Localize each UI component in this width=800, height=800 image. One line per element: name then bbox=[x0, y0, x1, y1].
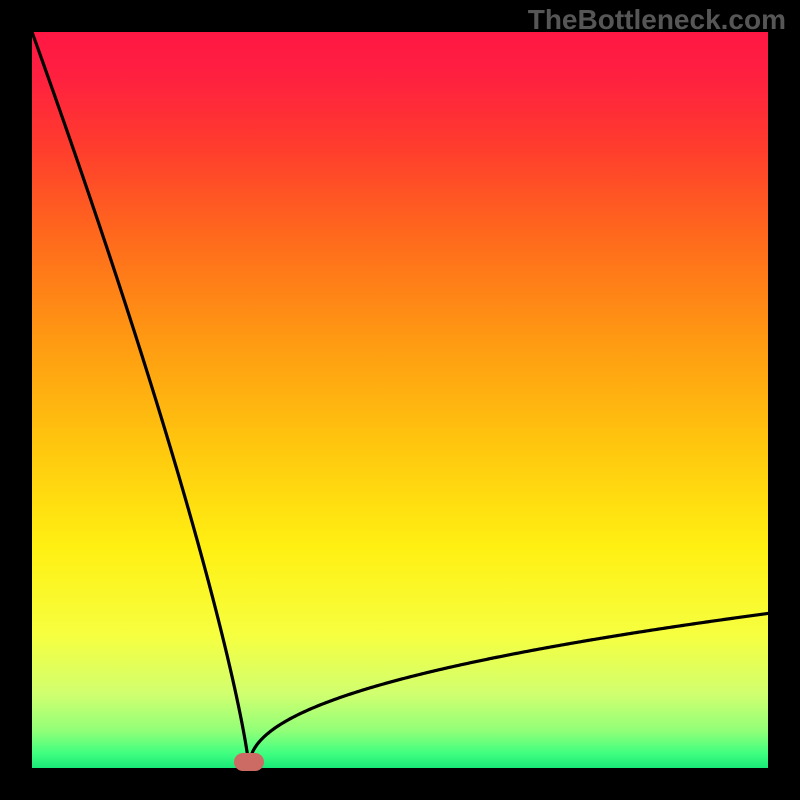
chart-container: TheBottleneck.com bbox=[0, 0, 800, 800]
bottleneck-curve bbox=[32, 32, 768, 768]
plot-area bbox=[32, 32, 768, 768]
optimum-marker bbox=[234, 753, 264, 771]
watermark-text: TheBottleneck.com bbox=[528, 4, 786, 36]
